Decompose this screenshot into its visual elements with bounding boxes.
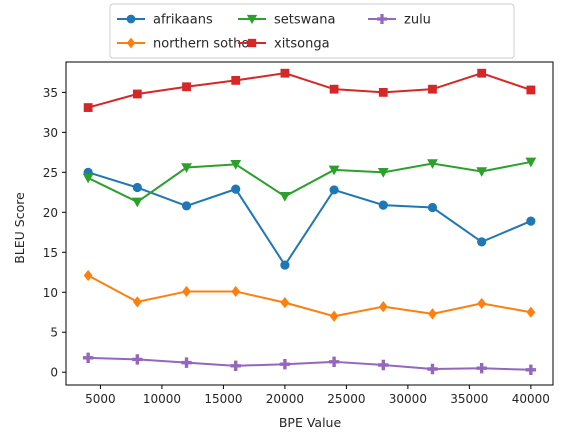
legend-item-northern-sotho: northern sotho [117,37,249,52]
data-point-zulu [427,363,438,375]
legend-marker [126,37,136,49]
data-point-setswana [328,165,340,176]
data-point-northern-sotho [280,297,290,309]
data-point-northern-sotho [477,297,487,310]
y-axis: 0 5 10 15 20 25 30 35 [43,86,66,380]
legend-label: xitsonga [274,37,330,52]
data-point-xitsonga [231,75,241,85]
legend-marker [247,38,257,48]
data-point-xitsonga [329,84,339,94]
data-point-northern-sotho [231,285,241,298]
legend-marker [246,14,258,25]
y-tick-label: 5 [50,326,58,340]
y-tick-label: 30 [43,126,58,140]
data-point-zulu [132,354,143,365]
x-tick-label: 35000 [450,392,488,406]
x-axis: 5000 10000 15000 20000 25000 30000 35000 40000 [85,385,550,406]
x-tick-label: 30000 [389,392,427,406]
data-point-afrikaans [132,182,142,193]
legend-item-zulu: zulu [368,13,431,28]
data-point-afrikaans [280,260,290,270]
data-point-setswana [427,159,438,169]
data-point-setswana [279,191,291,202]
x-tick-label: 10000 [143,392,181,406]
y-axis-label: BLEU Score [12,192,27,264]
legend-item-afrikaans: afrikaans [117,13,213,28]
data-point-afrikaans [329,185,339,195]
data-point-xitsonga [477,68,487,78]
legend-item-xitsonga: xitsonga [238,37,330,52]
legend: afrikaans northern sotho setswana xitsonga z… [109,3,515,59]
data-point-zulu [279,359,291,370]
legend-item-setswana: setswana [238,13,335,28]
data-point-setswana [476,167,488,177]
data-point-xitsonga [132,89,142,99]
data-point-xitsonga [428,84,437,94]
data-point-northern-sotho [378,301,388,313]
data-point-setswana [82,173,94,184]
series-line-setswana [87,160,532,204]
series-line-northern-sotho [87,274,532,318]
legend-marker [126,14,136,24]
x-axis-label: BPE Value [279,415,342,430]
series-line-afrikaans [87,171,532,267]
data-point-afrikaans [231,184,241,194]
data-point-afrikaans [526,216,536,226]
legend-label: setswana [274,13,335,28]
data-point-zulu [476,363,487,374]
y-tick-label: 20 [43,206,58,220]
data-point-afrikaans [181,201,192,211]
y-tick-label: 35 [43,86,58,100]
x-tick-label: 15000 [204,392,242,406]
y-tick-label: 10 [43,286,58,300]
data-point-northern-sotho [132,296,142,308]
series-line-xitsonga [87,72,532,109]
x-tick-label: 25000 [327,392,365,406]
plot-frame [65,61,554,386]
data-point-northern-sotho [182,285,191,298]
x-tick-label: 40000 [512,392,550,406]
data-point-zulu [378,359,389,371]
legend-label: zulu [404,13,431,28]
data-point-setswana [181,163,192,173]
data-point-zulu [82,352,94,364]
data-point-zulu [181,357,192,368]
data-point-xitsonga [182,82,191,92]
data-point-setswana [230,160,242,170]
legend-box [109,3,515,59]
data-point-setswana [131,197,143,208]
plot-area [65,61,554,386]
legend-marker [377,14,387,24]
data-point-northern-sotho [526,306,536,318]
data-point-northern-sotho [329,310,339,322]
data-point-xitsonga [83,103,93,112]
data-point-setswana [377,168,389,178]
legend-label: northern sotho [153,37,249,52]
data-point-northern-sotho [428,308,437,320]
y-tick-label: 0 [50,366,58,380]
data-point-zulu [328,356,340,368]
x-tick-label: 20000 [266,392,304,406]
data-point-setswana [525,157,537,168]
data-point-afrikaans [427,202,438,213]
data-point-zulu [230,360,241,372]
data-point-xitsonga [280,68,290,78]
data-point-afrikaans [378,200,388,210]
y-tick-label: 15 [43,246,58,260]
data-point-xitsonga [526,85,536,95]
y-tick-label: 25 [43,166,58,180]
x-tick-label: 5000 [85,392,116,406]
data-point-xitsonga [378,87,388,97]
data-point-zulu [525,364,537,376]
data-point-northern-sotho [83,269,93,282]
series-line-zulu [88,356,531,371]
legend-label: afrikaans [153,13,213,28]
data-point-afrikaans [477,237,487,247]
